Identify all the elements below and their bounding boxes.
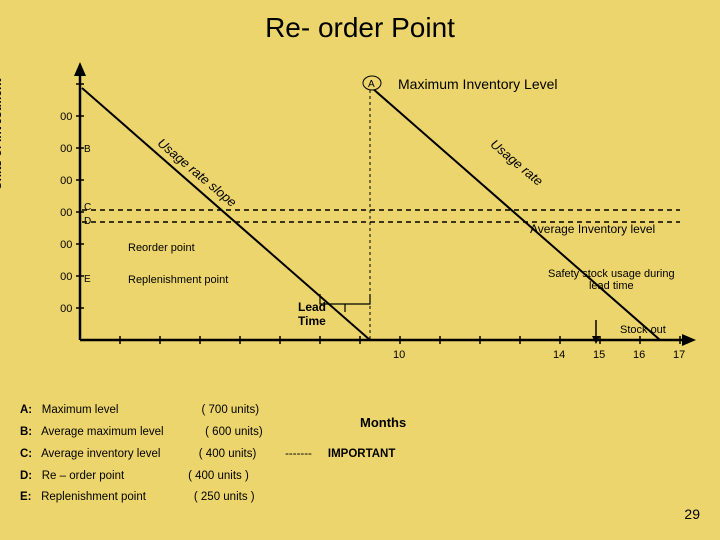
svg-text:400: 400 — [60, 207, 72, 219]
svg-text:15: 15 — [593, 349, 605, 361]
ann-replenishment: Replenishment point — [128, 274, 228, 286]
page-title: Re- order Point — [0, 12, 720, 44]
svg-text:10: 10 — [393, 349, 405, 361]
svg-text:600: 600 — [60, 143, 72, 155]
y-axis-label: Units of investment — [0, 79, 4, 190]
svg-text:300: 300 — [60, 239, 72, 251]
ann-safety-stock: Safety stock usage during lead time — [548, 268, 675, 292]
svg-text:C: C — [84, 202, 91, 213]
svg-text:14: 14 — [553, 349, 565, 361]
svg-text:100: 100 — [60, 303, 72, 315]
svg-text:E: E — [84, 274, 91, 285]
svg-text:B: B — [84, 144, 91, 155]
ann-reorder: Reorder point — [128, 242, 195, 254]
ann-avg-inventory: Average Inventory level — [530, 222, 655, 236]
ann-max-inventory: Maximum Inventory Level — [398, 76, 558, 92]
svg-text:D: D — [84, 216, 91, 227]
legend-block: A: Maximum level ( 700 units) B: Average… — [20, 400, 395, 509]
svg-text:A: A — [368, 79, 375, 90]
ann-lead-time: Lead Time — [298, 300, 326, 328]
chart-svg: 100 200 300 400 500 600 700 10 14 15 16 … — [60, 60, 700, 370]
ann-stock-out: Stock out — [620, 324, 666, 336]
svg-text:200: 200 — [60, 271, 72, 283]
legend-row: C: Average inventory level ( 400 units) … — [20, 444, 395, 466]
svg-text:16: 16 — [633, 349, 645, 361]
page-number: 29 — [684, 506, 700, 522]
svg-text:17: 17 — [673, 349, 685, 361]
legend-row: B: Average maximum level ( 600 units) — [20, 422, 395, 444]
legend-row: A: Maximum level ( 700 units) — [20, 400, 395, 422]
legend-row: E: Replenishment point ( 250 units ) — [20, 487, 395, 509]
svg-text:700: 700 — [60, 111, 72, 123]
legend-row: D: Re – order point ( 400 units ) — [20, 466, 395, 488]
svg-text:500: 500 — [60, 175, 72, 187]
